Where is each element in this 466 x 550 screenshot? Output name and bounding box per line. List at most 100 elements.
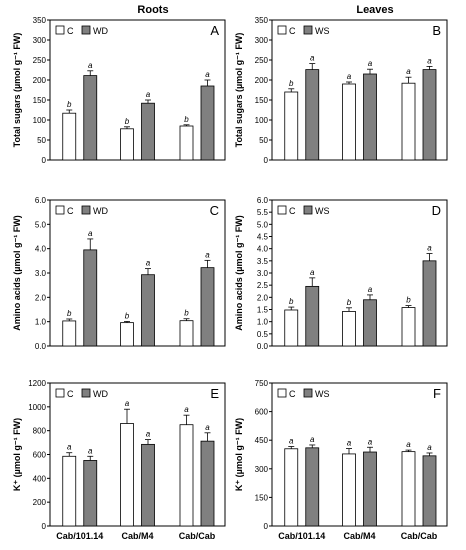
bar-d-control-1 [284,309,299,347]
bar-f-treatment-3 [422,455,437,527]
significance-letter-d: b [347,298,352,307]
y-tick-label-f: 150 [255,493,269,502]
panel-letter-b: B [432,23,441,38]
significance-letter-a: a [205,70,210,79]
legend-swatch-treatment-c [81,205,91,215]
bar-b-treatment-1 [305,69,320,161]
significance-letter-d: a [368,285,373,294]
y-tick-label-a: 0 [42,156,47,165]
bar-b-control-1 [284,91,299,161]
x-category-label-e: Cab/M4 [121,531,153,541]
panel-f: 0 150 300 450 600 750 K⁺ (µmol g⁻¹ FW) F C WS a a Ca… [234,379,448,541]
bar-a-control-3 [179,125,194,161]
panel-letter-e: E [210,386,219,401]
significance-letter-c: b [184,309,189,318]
legend-label-treatment-b: WS [315,26,330,36]
y-tick-label-d: 4.5 [257,233,269,242]
significance-letter-c: a [205,250,210,259]
significance-letter-d: b [289,297,294,306]
y-tick-label-c: 6.0 [35,196,47,205]
legend-label-control-f: C [289,389,296,399]
y-axis-label-e: K⁺ (µmol g⁻¹ FW) [12,418,22,491]
significance-letter-f: a [347,439,352,448]
y-tick-label-d: 6.0 [257,196,269,205]
bar-f-control-3 [401,451,416,527]
bar-e-control-3 [179,424,194,527]
significance-letter-c: b [67,309,72,318]
y-tick-label-f: 300 [255,465,269,474]
y-tick-label-f: 600 [255,408,269,417]
y-tick-label-d: 2.5 [257,281,269,290]
y-tick-label-c: 2.0 [35,293,47,302]
y-axis-label-a: Total sugars (µmol g⁻¹ FW) [12,33,22,148]
y-axis-label-d: Amino acids (µmol g⁻¹ FW) [234,215,244,330]
significance-letter-d: b [406,296,411,305]
significance-letter-b: a [368,59,373,68]
bar-f-control-1 [284,448,299,527]
legend-label-control-d: C [289,206,296,216]
bar-a-control-2 [120,128,134,161]
y-tick-label-e: 0 [42,522,47,531]
panel-letter-a: A [210,23,219,38]
bar-b-control-2 [342,83,356,161]
y-tick-label-a: 300 [33,36,47,45]
significance-letter-a: b [184,115,189,124]
legend-swatch-control-b [277,25,287,35]
significance-letter-f: a [427,443,432,452]
significance-letter-b: a [427,56,432,65]
y-tick-label-c: 5.0 [35,220,47,229]
y-tick-label-a: 50 [37,136,46,145]
significance-letter-b: a [310,54,315,63]
legend-swatch-treatment-d [303,205,313,215]
significance-letter-f: a [310,435,315,444]
bar-f-control-2 [342,453,356,527]
bar-a-treatment-3 [200,85,215,161]
panel-letter-c: C [210,203,219,218]
bar-f-treatment-1 [305,447,320,527]
significance-letter-a: a [88,61,93,70]
significance-letter-b: a [347,72,352,81]
legend-label-treatment-f: WS [315,389,330,399]
bar-d-treatment-1 [305,285,320,347]
bar-e-treatment-3 [200,440,215,527]
significance-letter-c: a [88,229,93,238]
bar-e-treatment-1 [83,460,98,527]
y-tick-label-a: 250 [33,56,47,65]
bar-d-treatment-3 [422,260,437,347]
panel-letter-d: D [432,203,441,218]
significance-letter-e: a [125,399,130,408]
y-tick-label-d: 5.0 [257,220,269,229]
y-tick-label-a: 100 [33,116,47,125]
x-category-label-f: Cab/101.14 [278,531,325,541]
x-category-label-e: Cab/101.14 [56,531,103,541]
plot-frame-f [271,382,448,527]
significance-letter-a: a [146,90,151,99]
legend-swatch-treatment-a [81,25,91,35]
significance-letter-d: a [310,268,315,277]
x-category-label-f: Cab/M4 [343,531,375,541]
y-tick-label-d: 3.5 [257,257,269,266]
bar-c-control-2 [120,322,134,347]
y-tick-label-b: 150 [255,96,269,105]
y-tick-label-d: 4.0 [257,245,269,254]
legend-swatch-treatment-b [303,25,313,35]
bar-c-treatment-2 [141,274,155,347]
legend-label-treatment-d: WS [315,206,330,216]
plot-frame-c [49,199,226,347]
panel-e: 0 200 400 600 800 1000 1200 K⁺ (µmol g⁻¹ FW) E C W… [12,379,226,541]
panel-d: 0.0 0.5 1.0 1.5 2.0 2.5 3.0 3.5 4.0 4.5 5.0 5.5 6.0 A… [234,196,448,351]
y-tick-label-d: 1.0 [257,318,269,327]
legend-swatch-treatment-e [81,388,91,398]
y-tick-label-f: 750 [255,379,269,388]
y-tick-label-b: 300 [255,36,269,45]
y-tick-label-d: 5.5 [257,208,269,217]
bar-b-treatment-3 [422,69,437,161]
significance-letter-e: a [205,423,210,432]
significance-letter-e: a [88,446,93,455]
significance-letter-b: a [406,67,411,76]
significance-letter-e: a [146,430,151,439]
panel-b: 0 50 100 150 200 250 300 350 Total sugars (µmol … [234,16,448,165]
y-tick-label-f: 450 [255,436,269,445]
y-tick-label-e: 1000 [28,403,46,412]
